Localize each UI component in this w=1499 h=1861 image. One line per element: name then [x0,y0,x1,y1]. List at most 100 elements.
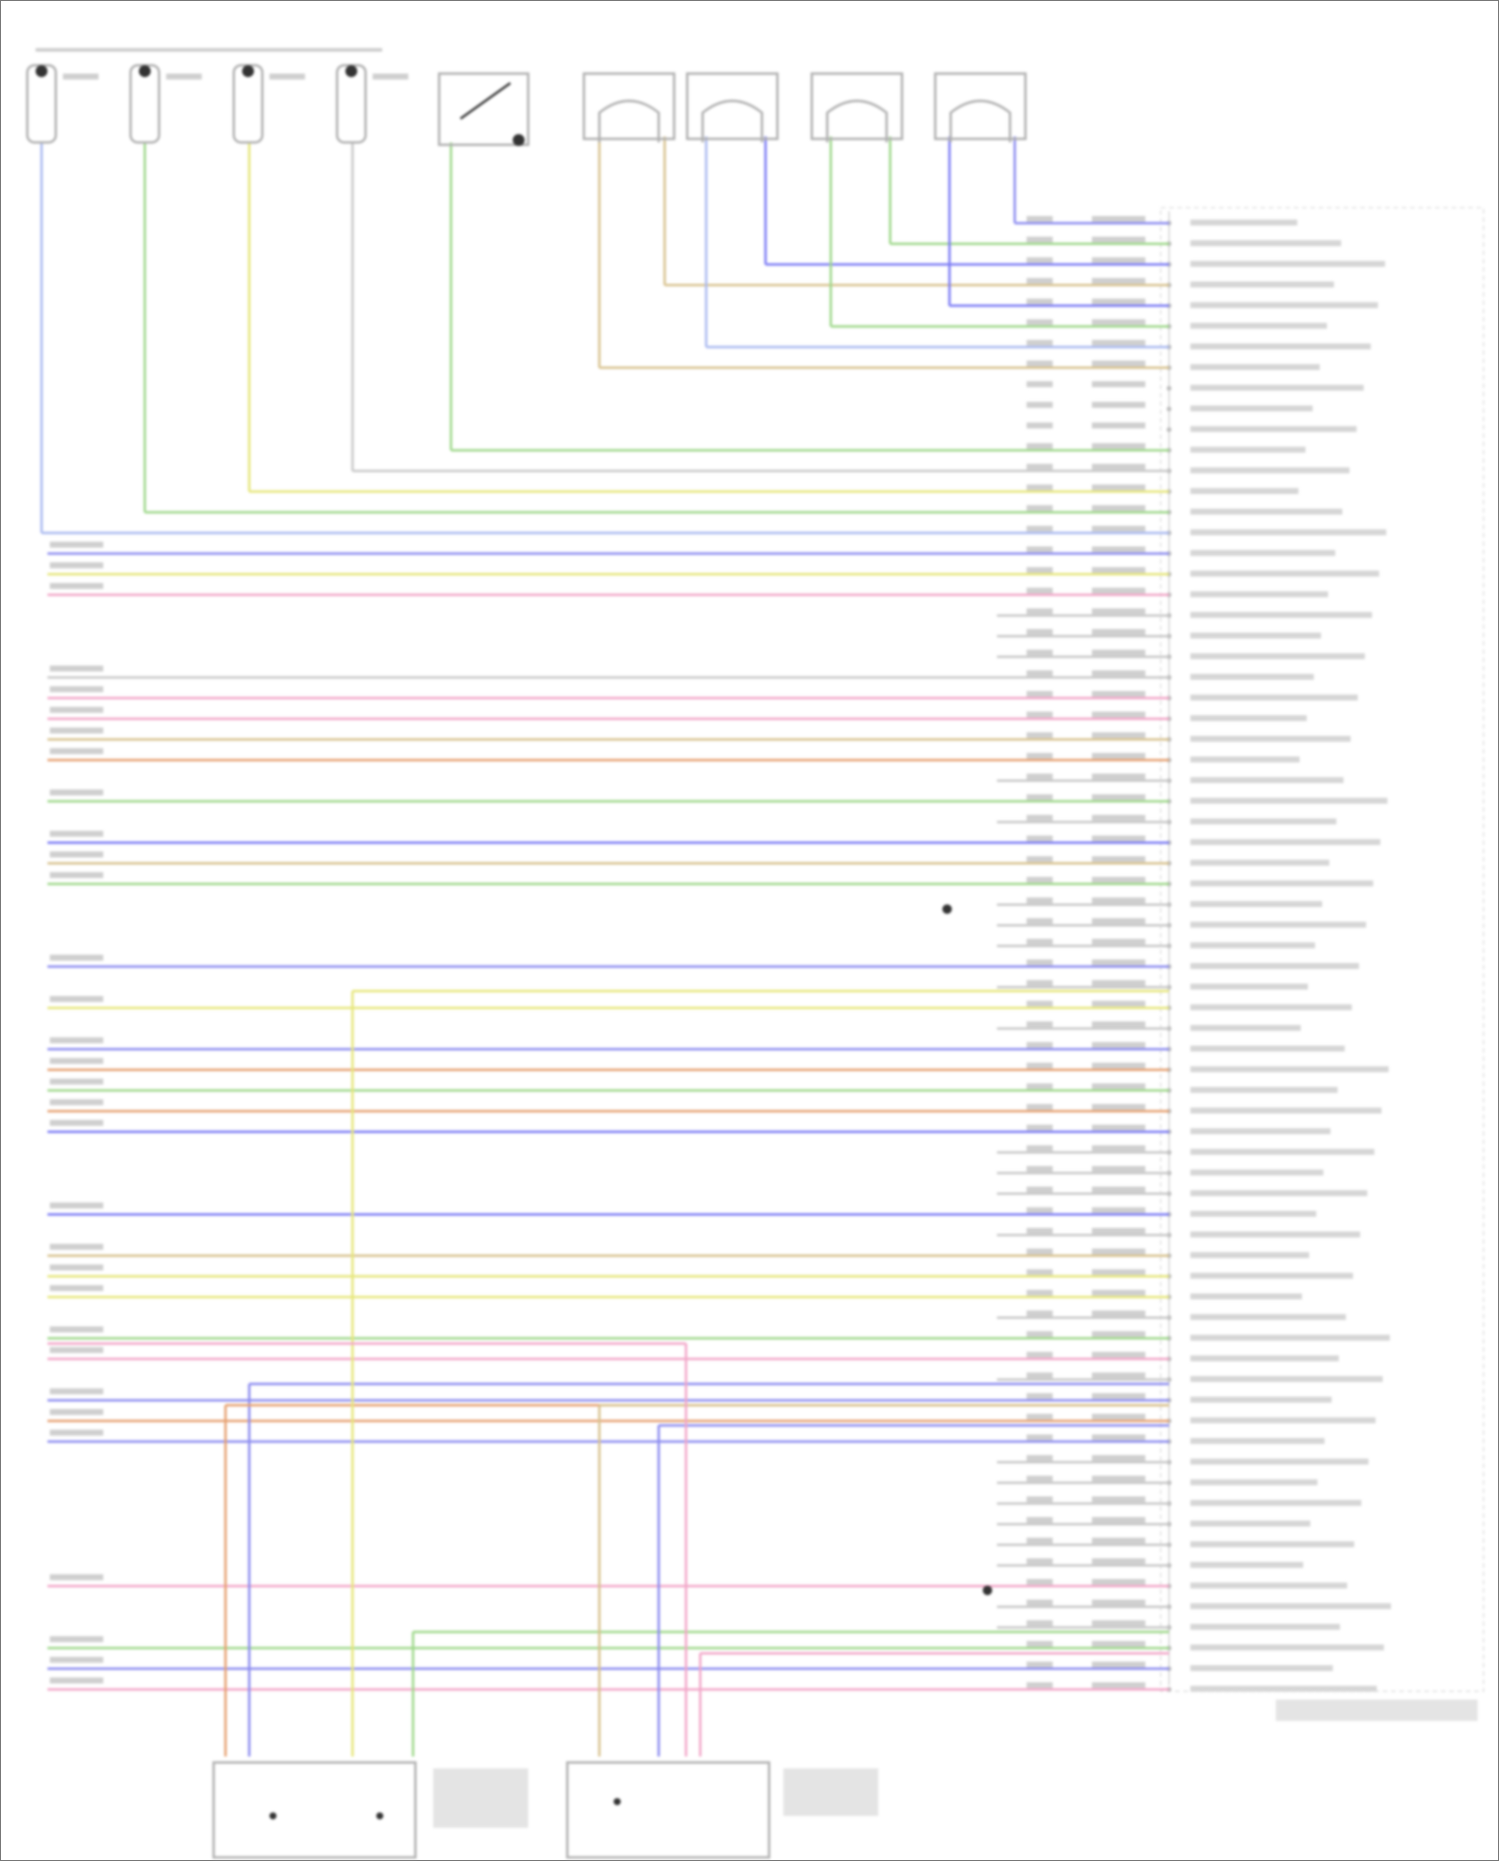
switch-contact [459,82,512,120]
wire-color-label [1091,1351,1146,1358]
pin-function-label [1190,1376,1383,1382]
pin-function-label [1190,1066,1389,1073]
wire-circuit-label [1026,1186,1053,1193]
pin-function-label [1190,1128,1331,1135]
wire-color-label [1091,1083,1146,1090]
wire-color-label [49,1264,104,1271]
switch-terminal [512,134,525,146]
engine-control-module-connector [1160,207,1485,1692]
wire-color-label [1091,1455,1146,1462]
wire-color-label [1091,670,1146,677]
wire-color-label [49,541,104,548]
wire-color-label [1091,1434,1146,1441]
connector-pin [1166,592,1172,598]
fuel-injector [934,72,1027,141]
wire-color-label [49,1285,104,1292]
pin-function-label [1190,1272,1354,1279]
fuel-injector [582,72,676,141]
wire-color-label [49,830,104,837]
pin-function-label [1190,880,1374,887]
pin-function-label [1190,570,1380,577]
wire-color-label [49,748,104,755]
wire-color-label [1091,835,1146,842]
wire-color-label [1091,484,1146,491]
pin-function-label [1190,1520,1311,1527]
pin-function-label [1190,1293,1302,1300]
pin-function-label [1190,1004,1352,1011]
wire-circuit-label [1026,1207,1053,1214]
splice-dot [942,904,952,914]
pin-function-label [1190,1644,1384,1651]
wire-circuit-label [1026,257,1053,264]
pin-function-label [1190,260,1386,267]
wire-circuit-label [1026,670,1053,677]
wire-circuit-label [1026,1000,1053,1007]
wire-color-label [1091,1372,1146,1379]
wire-circuit-label [1026,1661,1053,1668]
wire-circuit-label [1026,1310,1053,1317]
wire-circuit-label [1026,980,1053,987]
wire-color-label [1091,1227,1146,1234]
wire-color-label [49,665,104,672]
wire-circuit-label [1026,1372,1053,1379]
wire-circuit-label [1026,876,1053,883]
pin-function-label [1190,1231,1361,1238]
wire-circuit-label [1026,505,1053,512]
wire-circuit-label [1026,897,1053,904]
wire-circuit-label [1026,1393,1053,1400]
wire-color-label [1091,1207,1146,1214]
connector-pin [1166,1212,1172,1217]
fuel-injector [686,72,779,141]
sensor-label [62,73,99,80]
pin-function-label [1190,1024,1301,1031]
wire-circuit-label [1026,711,1053,718]
wire-circuit-label [1026,1331,1053,1338]
pin-function-label [1190,1148,1375,1155]
sensor-terminal [345,65,358,78]
wire-circuit-label [1026,1145,1053,1152]
pin-function-label [1190,322,1327,329]
wire-color-label [49,1656,104,1663]
wire-circuit-label [1026,1620,1053,1627]
pin-function-label [1190,1603,1391,1610]
pin-function-label [1190,632,1321,639]
wire-color-label [1091,918,1146,925]
pin-function-label [1190,508,1343,515]
wire-circuit-label [1026,587,1053,594]
wire-circuit-label [1026,319,1053,326]
wire-circuit-label [1026,794,1053,801]
wire-circuit-label [1026,629,1053,635]
wire-color-label [1091,732,1146,739]
pin-function-label [1190,426,1357,433]
wire-circuit-label [1026,835,1053,842]
wire-color-label [1091,794,1146,801]
wire-color-label [49,562,104,569]
wire-circuit-label [1026,918,1053,925]
wire-circuit-label [1026,1124,1053,1131]
pin-function-label [1190,694,1358,701]
wire-color-label [1091,1393,1146,1400]
pin-function-label [1190,735,1351,742]
wire-color-label [1091,1186,1146,1193]
sensor-label [269,73,306,80]
connector-pin [1166,385,1172,391]
pin-function-label [1190,1086,1338,1093]
wire-color-label [1091,567,1146,574]
sensor-terminal [269,1812,277,1820]
wire-circuit-label [1026,298,1053,305]
pin-function-label [1190,219,1298,226]
pin-function-label [1190,653,1365,660]
wire-color-label [1091,1104,1146,1110]
pin-function-label [1190,591,1329,598]
wire-circuit-label [1026,814,1053,821]
pin-function-label [1190,302,1378,309]
wire-color-label [1091,629,1146,635]
pin-function-label [1190,963,1359,969]
wire-circuit-label [1026,773,1053,780]
pin-function-label [1190,1396,1332,1403]
pin-function-label [1190,549,1336,556]
wire-color-label [1091,1413,1146,1420]
sensor-label [166,73,202,80]
wire-color-label [1091,1145,1146,1152]
pin-function-label [1190,901,1323,908]
